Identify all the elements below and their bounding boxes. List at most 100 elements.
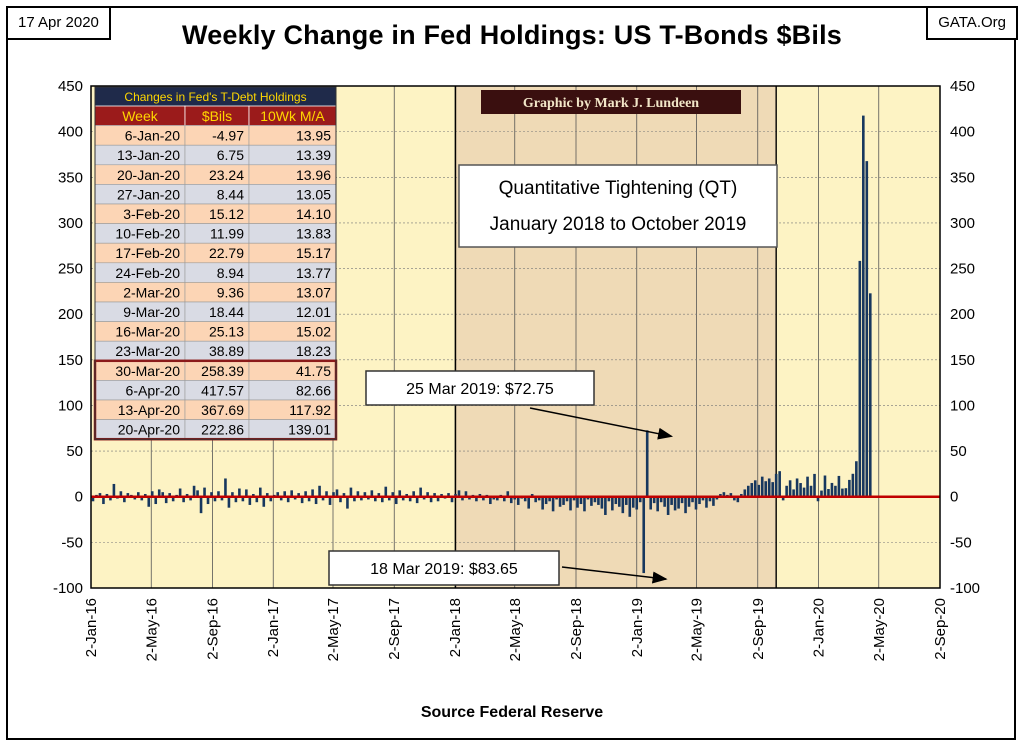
bar bbox=[733, 496, 736, 501]
table-cell: 24-Feb-20 bbox=[115, 265, 180, 281]
table-cell: 13.77 bbox=[296, 265, 331, 281]
bar bbox=[670, 496, 673, 505]
table-cell: 41.75 bbox=[296, 363, 331, 379]
bar bbox=[736, 496, 740, 503]
y-tick-label-left: 300 bbox=[58, 215, 83, 232]
bar bbox=[123, 496, 126, 503]
x-tick-label: 2-May-19 bbox=[689, 598, 706, 661]
bar bbox=[607, 496, 611, 502]
bar bbox=[422, 496, 426, 500]
bar bbox=[185, 493, 189, 497]
bar bbox=[356, 491, 360, 497]
bar bbox=[597, 496, 600, 505]
bar bbox=[234, 496, 238, 503]
bar bbox=[666, 496, 670, 515]
bar bbox=[509, 496, 513, 504]
table-cell: 9.36 bbox=[217, 284, 244, 300]
bar bbox=[349, 487, 353, 497]
y-tick-label-left: 0 bbox=[75, 489, 83, 506]
y-tick-label-right: 0 bbox=[950, 489, 958, 506]
table-cell: 82.66 bbox=[296, 382, 331, 398]
callout-mar25-box bbox=[365, 370, 595, 406]
bar bbox=[401, 496, 405, 501]
bar bbox=[750, 483, 754, 497]
bar bbox=[712, 496, 715, 506]
bar bbox=[834, 485, 837, 497]
bar bbox=[227, 496, 231, 508]
bar bbox=[178, 488, 182, 497]
y-tick-label-left: 400 bbox=[58, 124, 83, 141]
bar bbox=[248, 496, 252, 505]
bar bbox=[457, 490, 461, 497]
table-cell: 6-Jan-20 bbox=[125, 128, 180, 144]
table-cell: 14.10 bbox=[296, 206, 331, 222]
table-cell: 10-Feb-20 bbox=[115, 226, 180, 242]
table-cell: 13.07 bbox=[296, 284, 331, 300]
table-cell: 13.96 bbox=[296, 167, 331, 183]
bar bbox=[304, 491, 307, 497]
credit-text: Graphic by Mark J. Lundeen bbox=[523, 96, 699, 111]
bar bbox=[283, 491, 287, 497]
table-cell: 3-Feb-20 bbox=[123, 206, 180, 222]
bar bbox=[579, 496, 583, 505]
bar bbox=[255, 496, 259, 503]
x-tick-label: 2-Jan-18 bbox=[447, 598, 464, 657]
bar bbox=[391, 492, 395, 497]
bar bbox=[140, 496, 144, 501]
bar bbox=[548, 496, 551, 502]
y-tick-label-left: 450 bbox=[58, 78, 83, 95]
table-cell: 6-Apr-20 bbox=[126, 382, 181, 398]
bar bbox=[259, 487, 262, 497]
bar bbox=[314, 496, 318, 505]
table-cell: 11.99 bbox=[210, 226, 244, 242]
bar bbox=[635, 496, 639, 510]
y-tick-label-right: 300 bbox=[950, 215, 975, 232]
bar bbox=[224, 478, 227, 497]
bar bbox=[210, 492, 213, 497]
bar bbox=[300, 496, 304, 504]
bar bbox=[454, 493, 457, 497]
bar bbox=[157, 489, 161, 497]
bar bbox=[823, 475, 827, 497]
callout-mar25-text: 25 Mar 2019: $72.75 bbox=[406, 381, 554, 398]
bar bbox=[245, 489, 248, 497]
bar bbox=[290, 490, 293, 497]
bar bbox=[325, 491, 328, 497]
y-tick-label-right: 400 bbox=[950, 124, 975, 141]
bar bbox=[862, 115, 865, 497]
bar bbox=[788, 480, 792, 497]
bar bbox=[363, 492, 367, 497]
table-cell: 9-Mar-20 bbox=[123, 304, 180, 320]
bar bbox=[468, 496, 471, 500]
table-cell: 15.12 bbox=[209, 206, 244, 222]
bar bbox=[241, 496, 245, 502]
table-title: Changes in Fed's T-Debt Holdings bbox=[124, 90, 306, 104]
table-cell: 222.86 bbox=[201, 422, 244, 438]
bar bbox=[286, 496, 290, 503]
table-cell: 20-Jan-20 bbox=[117, 167, 180, 183]
y-tick-label-right: -50 bbox=[950, 534, 972, 551]
bar bbox=[719, 493, 722, 497]
bar bbox=[774, 473, 778, 497]
table-cell: 8.94 bbox=[217, 265, 244, 281]
table-border bbox=[94, 86, 337, 440]
bar bbox=[405, 493, 408, 497]
y-tick-label-right: 100 bbox=[950, 397, 975, 414]
bar bbox=[767, 478, 771, 497]
bar bbox=[126, 493, 130, 497]
x-tick-label: 2-May-18 bbox=[507, 598, 524, 661]
bar bbox=[555, 496, 558, 500]
bar bbox=[618, 496, 621, 507]
bar bbox=[213, 496, 217, 502]
y-tick-label-right: 150 bbox=[950, 352, 975, 369]
bar bbox=[433, 493, 436, 497]
bar bbox=[450, 496, 454, 503]
bar bbox=[335, 489, 339, 497]
bar bbox=[150, 491, 154, 497]
bar bbox=[279, 496, 283, 501]
bar bbox=[112, 483, 116, 497]
bar bbox=[192, 485, 196, 497]
bar bbox=[482, 496, 485, 501]
bar bbox=[614, 496, 618, 505]
bar bbox=[865, 161, 869, 497]
